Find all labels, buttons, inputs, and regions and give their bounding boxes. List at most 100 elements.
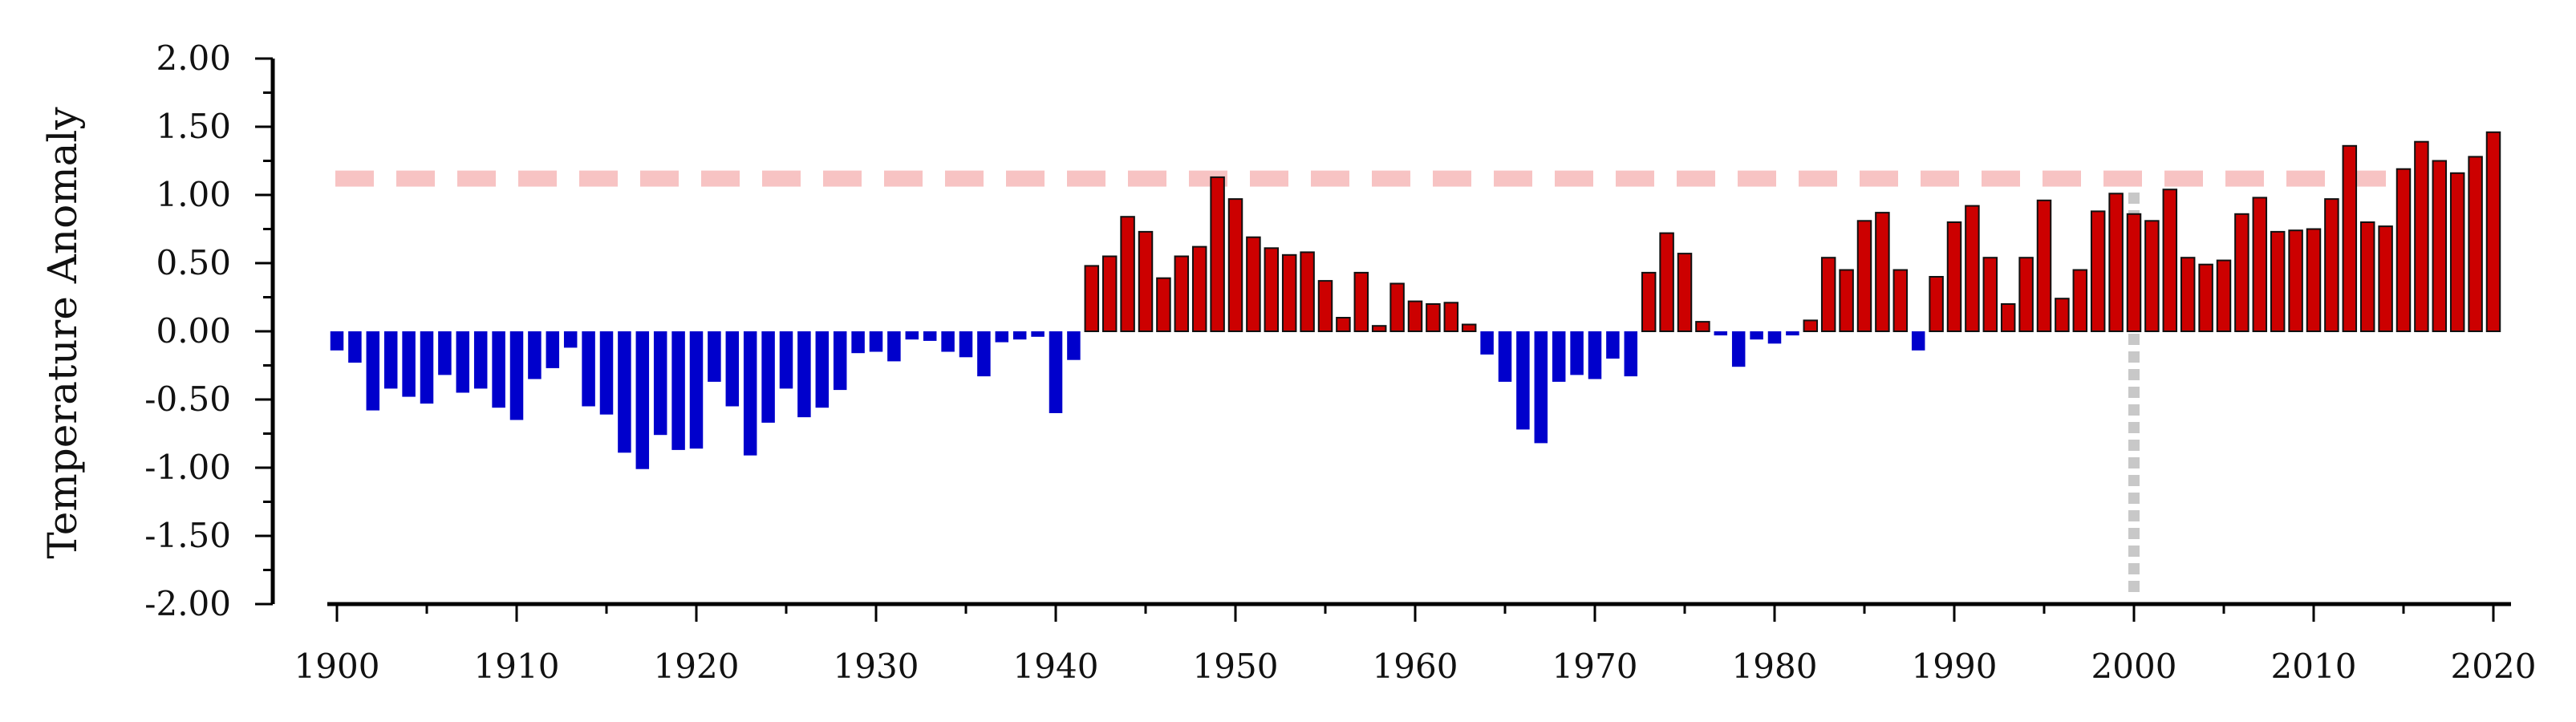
bar-1955 (1317, 280, 1333, 333)
bar-1986 (1875, 212, 1890, 332)
bar-1927 (815, 331, 830, 408)
bar-2005 (2216, 259, 2232, 333)
bar-1943 (1101, 255, 1118, 332)
bar-2004 (2198, 263, 2213, 333)
bar-1938 (1012, 331, 1027, 340)
bar-1969 (1570, 331, 1584, 375)
bar-1934 (941, 331, 955, 352)
bar-1966 (1516, 331, 1530, 430)
x-tick-label: 1980 (1732, 647, 1818, 686)
x-tick-label: 1960 (1373, 647, 1458, 686)
bar-1964 (1480, 331, 1494, 355)
bar-1919 (671, 331, 685, 450)
bar-1956 (1336, 317, 1351, 332)
bar-1950 (1227, 198, 1243, 332)
bar-1983 (1820, 257, 1836, 333)
bar-1989 (1929, 276, 1944, 332)
bar-1963 (1461, 323, 1477, 332)
bar-1990 (1946, 221, 1962, 332)
bar-1977 (1714, 331, 1728, 336)
x-tick-label: 1970 (1552, 647, 1638, 686)
bar-2009 (2288, 229, 2303, 333)
bar-1922 (725, 331, 740, 407)
bar-1947 (1174, 255, 1190, 332)
bar-1901 (348, 331, 362, 363)
y-tick-label: 2.00 (156, 39, 231, 78)
bar-1910 (509, 331, 524, 420)
bar-1915 (599, 331, 614, 415)
bar-1952 (1264, 247, 1280, 332)
axes-layer: 2.00 1.50 1.00 0.50 0.00 -0.50 -1.00 -1.50 -2.00… (144, 39, 2536, 686)
bar-1967 (1534, 331, 1548, 444)
bar-2001 (2144, 220, 2160, 332)
bar-1992 (1982, 257, 1998, 333)
bar-1909 (492, 331, 505, 408)
bar-1972 (1624, 331, 1638, 377)
bar-1945 (1138, 230, 1154, 332)
bar-1918 (653, 331, 667, 436)
bar-2008 (2270, 230, 2286, 332)
bar-2002 (2162, 189, 2178, 332)
bar-1970 (1588, 331, 1602, 379)
bar-1981 (1786, 331, 1799, 336)
bar-1913 (563, 331, 578, 348)
y-tick-label: -0.50 (144, 379, 231, 419)
bar-1953 (1281, 254, 1297, 332)
bar-1968 (1552, 331, 1566, 382)
bar-1976 (1695, 321, 1710, 333)
y-tick-label: -1.00 (144, 448, 231, 487)
bar-1996 (2055, 298, 2070, 333)
bar-1937 (995, 331, 1009, 343)
bar-1931 (887, 331, 901, 362)
bar-2000 (2126, 213, 2142, 332)
bar-1954 (1300, 251, 1315, 332)
bar-2020 (2485, 131, 2501, 332)
bar-1997 (2072, 269, 2088, 332)
bar-1912 (546, 331, 560, 368)
y-tick-label: 0.00 (156, 311, 231, 351)
bar-1951 (1246, 236, 1261, 333)
bar-1998 (2090, 210, 2106, 332)
y-tick-label: 1.50 (156, 107, 231, 146)
bar-2019 (2468, 156, 2483, 332)
bar-1921 (708, 331, 721, 382)
bar-1903 (383, 331, 398, 389)
y-tick-label: -2.00 (144, 584, 231, 623)
bar-1975 (1677, 253, 1693, 333)
bar-1942 (1084, 265, 1100, 332)
bar-1985 (1856, 220, 1872, 332)
bars-layer (330, 131, 2501, 469)
reference-lines-layer (335, 170, 2411, 594)
bar-1982 (1803, 319, 1819, 332)
bar-1962 (1443, 302, 1459, 332)
y-axis-title: Temperature Anomaly (39, 107, 86, 559)
bar-2012 (2342, 144, 2358, 332)
bar-1987 (1892, 269, 1909, 332)
bar-1908 (473, 331, 488, 389)
bar-1994 (2018, 257, 2034, 333)
bar-1916 (618, 331, 631, 453)
bar-1906 (438, 331, 452, 375)
bar-2011 (2324, 198, 2339, 332)
x-tick-label: 1990 (1912, 647, 1998, 686)
bar-1920 (689, 331, 704, 449)
bar-1933 (923, 331, 937, 341)
bar-1924 (761, 331, 775, 423)
bar-1974 (1659, 232, 1674, 333)
x-tick-label: 1950 (1193, 647, 1279, 686)
x-tick-label: 2020 (2451, 647, 2537, 686)
bar-1902 (366, 331, 380, 411)
bar-1939 (1031, 331, 1045, 337)
bar-1980 (1767, 331, 1782, 344)
bar-2003 (2180, 257, 2196, 333)
bar-1988 (1911, 331, 1925, 351)
bar-2013 (2359, 221, 2375, 332)
x-tick-label: 2000 (2091, 647, 2177, 686)
bar-1973 (1641, 271, 1657, 332)
bar-1900 (330, 331, 344, 351)
bar-1935 (959, 331, 973, 358)
x-tick-label: 1910 (474, 647, 560, 686)
bar-1965 (1498, 331, 1512, 382)
x-tick-label: 1900 (294, 647, 380, 686)
